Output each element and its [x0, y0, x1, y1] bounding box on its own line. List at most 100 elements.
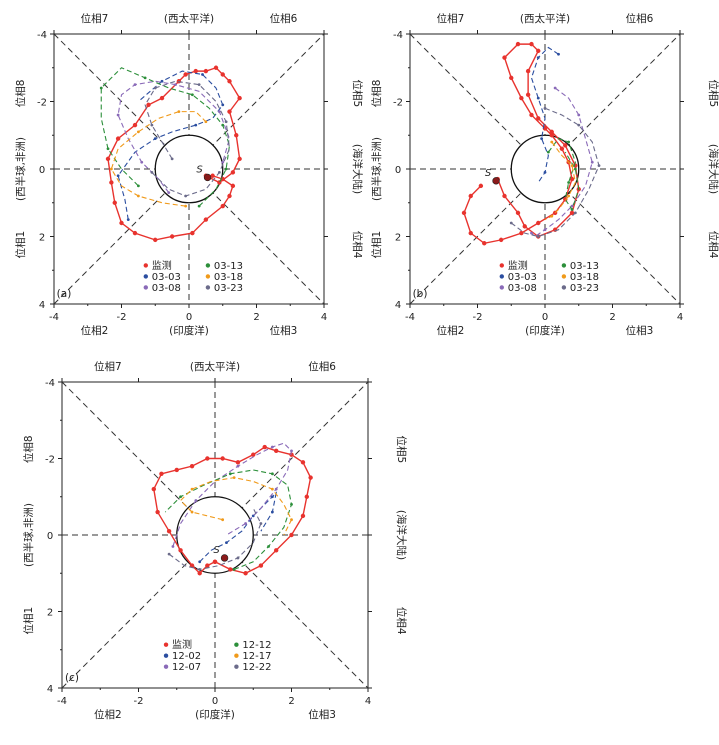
- forecast-point: [106, 147, 110, 151]
- legend-marker: [234, 664, 239, 669]
- forecast-point: [198, 568, 202, 571]
- observed-point: [502, 193, 507, 199]
- observed-point: [169, 234, 175, 239]
- observed-point: [274, 448, 279, 454]
- forecast-point: [546, 150, 550, 154]
- y-tick-label: 0: [39, 165, 45, 176]
- observed-point: [105, 156, 111, 162]
- legend-marker: [499, 263, 504, 268]
- start-marker-label: S: [213, 545, 220, 556]
- legend-label: 12-07: [172, 662, 201, 673]
- forecast-point: [540, 137, 544, 141]
- forecast-point: [217, 170, 221, 174]
- forecast-point: [136, 130, 140, 134]
- forecast-point: [153, 86, 157, 90]
- right-label: 位相4: [707, 231, 719, 259]
- forecast-point: [597, 164, 601, 168]
- right-label: 位相5: [351, 80, 364, 108]
- observed-point: [525, 68, 531, 74]
- bottom-label: 位相2: [94, 708, 122, 721]
- top-label: 位相6: [626, 12, 654, 25]
- observed-point: [304, 494, 309, 499]
- observed-point: [159, 471, 164, 476]
- left-label: 位相8: [370, 80, 383, 108]
- observed-point: [230, 183, 236, 189]
- series-line-3: [100, 67, 231, 207]
- panel-b: -4 4 -2 2 0 0 2 -2 4 -4 位相7 位相2 (西太平洋) (印度洋) 位相6 位相3 位相8…: [370, 12, 719, 337]
- forecast-point: [221, 123, 225, 127]
- legend-marker: [499, 285, 504, 290]
- series-line-5: [510, 107, 600, 238]
- forecast-point: [171, 545, 175, 548]
- bottom-label: 位相2: [81, 324, 109, 337]
- series-line-5: [144, 80, 231, 197]
- forecast-point: [126, 218, 130, 222]
- forecast-point: [150, 123, 154, 127]
- legend-label: 监测: [508, 259, 528, 272]
- forecast-point: [567, 194, 571, 198]
- legend-marker: [561, 285, 567, 290]
- forecast-point: [536, 235, 540, 238]
- forecast-point: [290, 503, 293, 506]
- forecast-point: [570, 204, 574, 208]
- legend-label: 03-08: [152, 283, 181, 294]
- series-line-4: [179, 477, 293, 536]
- y-tick-label: 2: [395, 233, 401, 244]
- forecast-point: [553, 86, 557, 90]
- forecast-point: [190, 510, 194, 514]
- x-tick-label: 2: [253, 312, 259, 323]
- observed-point: [502, 55, 507, 60]
- observed-point: [289, 532, 294, 538]
- forecast-point: [217, 110, 221, 114]
- left-label: 位相8: [22, 435, 35, 463]
- observed-point: [213, 65, 219, 70]
- panel-label: (c): [65, 672, 79, 684]
- forecast-point: [116, 113, 120, 117]
- legend-label: 03-18: [570, 272, 599, 283]
- bottom-label: 位相3: [626, 324, 654, 337]
- forecast-point: [150, 170, 154, 174]
- forecast-point: [99, 86, 103, 90]
- observed-point: [109, 180, 114, 185]
- forecast-point: [170, 157, 174, 161]
- x-tick-label: -2: [117, 312, 127, 323]
- top-label: (西太平洋): [164, 12, 214, 25]
- observed-point: [227, 79, 232, 84]
- observed-point: [300, 513, 306, 519]
- forecast-point: [267, 545, 270, 548]
- observed-point: [203, 68, 209, 74]
- panel-a: -4 4 -2 2 0 0 2 -2 4 -4 位相7 位相2 (西太平洋) (印度洋) 位相6 位相3 位相8…: [14, 12, 364, 337]
- panel-label: (a): [57, 288, 72, 300]
- observed-point: [522, 224, 527, 229]
- left-label: (西半球,非洲): [14, 137, 27, 201]
- observed-point: [274, 548, 279, 553]
- observed-point: [559, 146, 565, 151]
- forecast-point: [550, 140, 554, 144]
- legend-label: 03-13: [214, 261, 243, 272]
- observed-point: [300, 460, 306, 465]
- observed-point: [536, 48, 541, 54]
- top-label: 位相7: [437, 12, 465, 25]
- observed-point: [205, 563, 210, 568]
- left-label: (西半球,非洲): [370, 137, 383, 201]
- forecast-point: [167, 191, 171, 195]
- forecast-point: [167, 552, 171, 556]
- x-tick-label: -4: [405, 312, 415, 323]
- bottom-label: (印度洋): [525, 324, 565, 337]
- forecast-point: [567, 140, 571, 144]
- legend-marker: [143, 274, 148, 279]
- x-tick-label: 0: [212, 696, 218, 707]
- observed-point: [519, 95, 524, 101]
- y-tick-label: 2: [47, 608, 53, 619]
- observed-point: [243, 571, 248, 576]
- legend-label: 12-02: [172, 651, 201, 662]
- y-tick-label: 2: [39, 233, 45, 244]
- observed-point: [228, 567, 233, 572]
- forecast-point: [116, 174, 120, 178]
- legend-marker: [205, 274, 211, 279]
- left-label: (西半球,非洲): [22, 503, 35, 567]
- top-label: 位相6: [270, 12, 298, 25]
- forecast-point: [204, 120, 208, 124]
- observed-point: [549, 129, 554, 135]
- legend-label: 03-03: [508, 272, 537, 283]
